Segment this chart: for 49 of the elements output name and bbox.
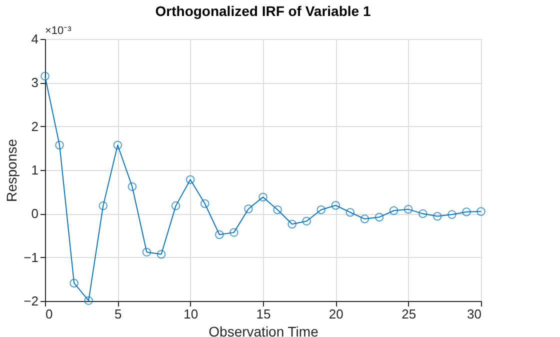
point — [171, 201, 180, 210]
y-tick-label: 4 — [31, 32, 38, 46]
point — [448, 210, 456, 219]
point — [302, 216, 311, 226]
point — [273, 205, 282, 214]
point — [418, 209, 428, 218]
point — [98, 201, 108, 210]
point — [113, 140, 122, 150]
x-tick-label: 10 — [184, 306, 198, 322]
point — [258, 192, 268, 202]
point — [186, 175, 195, 184]
x-tick-label: 15 — [256, 306, 271, 322]
point — [360, 214, 370, 224]
point — [128, 182, 137, 191]
x-tick-label: 20 — [328, 306, 344, 322]
y-tick-label: −2 — [24, 294, 38, 308]
point — [346, 208, 355, 217]
point — [331, 201, 340, 210]
point — [404, 204, 413, 214]
point — [476, 207, 486, 216]
text: ×10⁻³ — [45, 25, 72, 37]
x-tick-label: 25 — [402, 306, 416, 322]
chart-title: Orthogonalized IRF of Variable 1 — [155, 3, 371, 19]
point — [244, 204, 253, 214]
y-tick-label: 0 — [31, 206, 38, 222]
x-tick-label: 0 — [46, 306, 53, 322]
point — [288, 220, 296, 229]
point — [55, 140, 64, 150]
y-tick-label: 1 — [31, 162, 38, 178]
y-tick-label: 3 — [31, 75, 38, 90]
point — [316, 205, 326, 214]
point — [142, 248, 152, 256]
point — [200, 199, 210, 208]
point — [84, 296, 93, 305]
point — [70, 278, 78, 288]
point — [374, 212, 384, 222]
point — [389, 206, 398, 215]
point — [230, 228, 238, 237]
x-tick-label: 5 — [114, 306, 122, 322]
point — [433, 212, 442, 221]
point — [156, 250, 166, 259]
point — [462, 208, 471, 216]
y-tick-label: 2 — [31, 118, 38, 134]
y-tick-label: −1 — [24, 250, 38, 265]
point — [215, 230, 224, 239]
y-axis-title: Response — [4, 138, 20, 202]
x-tick-label: 30 — [467, 306, 482, 322]
x-axis-title: Observation Time — [208, 324, 319, 337]
point — [40, 72, 50, 80]
